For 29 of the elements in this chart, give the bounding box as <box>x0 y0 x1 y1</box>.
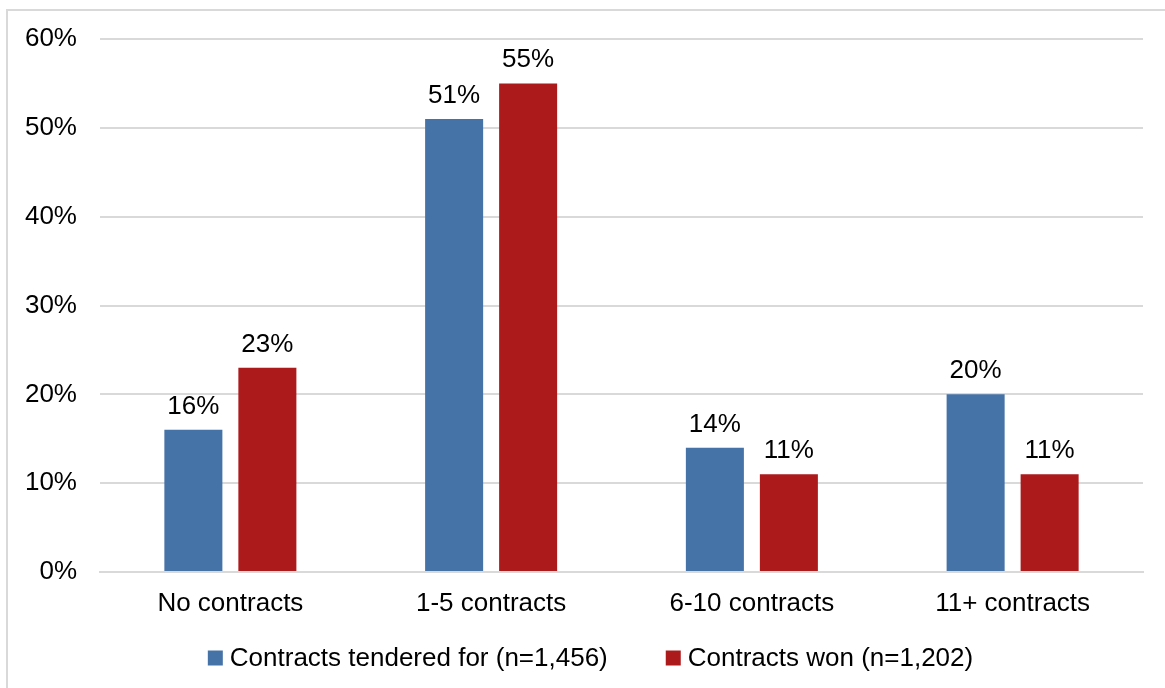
y-tick-label: 60% <box>24 22 77 53</box>
bar <box>946 394 1005 571</box>
data-label: 14% <box>688 407 741 438</box>
bar <box>425 118 484 571</box>
bar <box>1020 474 1079 571</box>
x-tick-label: 6-10 contracts <box>669 586 835 617</box>
x-tick-label: No contracts <box>157 586 304 617</box>
bar <box>685 447 744 571</box>
data-label: 16% <box>167 389 220 420</box>
bar <box>499 83 558 571</box>
x-tick-label: 1-5 contracts <box>415 586 567 617</box>
y-tick-label: 0% <box>39 555 77 586</box>
legend-label: Contracts won (n=1,202) <box>687 642 974 673</box>
y-tick-label: 40% <box>24 199 77 230</box>
bar <box>164 429 223 571</box>
data-label: 51% <box>428 78 481 109</box>
y-tick-label: 20% <box>24 377 77 408</box>
data-label: 23% <box>241 327 294 358</box>
bar <box>238 367 297 571</box>
data-label: 55% <box>502 43 555 74</box>
y-tick-label: 50% <box>24 111 77 142</box>
bar <box>759 474 818 571</box>
x-tick-label: 11+ contracts <box>935 586 1091 617</box>
y-tick-label: 30% <box>24 288 77 319</box>
legend-label: Contracts tendered for (n=1,456) <box>229 642 608 673</box>
data-label: 20% <box>949 354 1002 385</box>
data-label: 11% <box>1024 434 1075 465</box>
data-label: 11% <box>763 434 814 465</box>
y-tick-label: 10% <box>24 466 77 497</box>
